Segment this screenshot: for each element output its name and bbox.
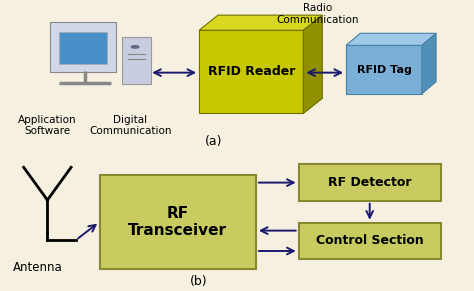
FancyBboxPatch shape (50, 22, 116, 72)
Text: RFID Reader: RFID Reader (208, 65, 295, 78)
Circle shape (131, 46, 139, 48)
Polygon shape (422, 33, 436, 94)
Text: (a): (a) (205, 135, 222, 148)
FancyBboxPatch shape (299, 164, 441, 201)
Text: (b): (b) (190, 275, 208, 288)
FancyBboxPatch shape (122, 37, 151, 84)
Polygon shape (303, 15, 322, 113)
FancyBboxPatch shape (100, 175, 256, 269)
Text: Application
Software: Application Software (18, 115, 77, 136)
FancyBboxPatch shape (199, 30, 303, 113)
FancyBboxPatch shape (299, 223, 441, 259)
FancyBboxPatch shape (59, 32, 107, 63)
Text: RF Detector: RF Detector (328, 176, 411, 189)
Text: RF
Transceiver: RF Transceiver (128, 206, 227, 238)
Text: Control Section: Control Section (316, 234, 424, 247)
Polygon shape (346, 33, 436, 45)
Text: Antenna: Antenna (13, 260, 63, 274)
Polygon shape (199, 15, 322, 30)
Text: Radio
Communication: Radio Communication (276, 3, 359, 25)
Text: RFID Tag: RFID Tag (356, 65, 411, 74)
FancyBboxPatch shape (346, 45, 422, 94)
Text: Digital
Communication: Digital Communication (89, 115, 172, 136)
